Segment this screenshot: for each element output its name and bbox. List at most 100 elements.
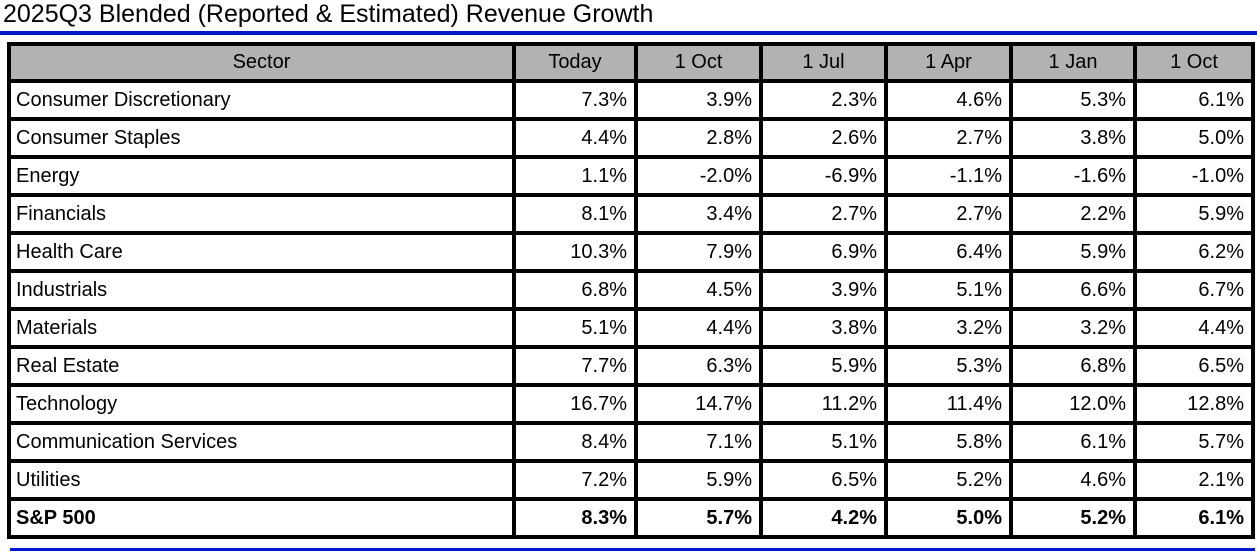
value-cell: 8.3% (512, 497, 638, 539)
value-cell: 6.9% (759, 231, 888, 273)
table-row: Consumer Discretionary 7.3% 3.9% 2.3% 4.6% 5.… (7, 79, 1255, 121)
value-cell: 7.9% (634, 231, 763, 273)
sector-cell: Materials (7, 307, 516, 349)
value-cell: 5.9% (1009, 231, 1137, 273)
column-header-2: 1 Oct (634, 42, 763, 83)
value-cell: 2.2% (1009, 193, 1137, 235)
value-cell: 6.1% (1009, 421, 1137, 463)
value-cell: 7.3% (512, 79, 638, 121)
table-row: Financials 8.1% 3.4% 2.7% 2.7% 2.2% 5.9% (7, 193, 1255, 235)
value-cell: 5.1% (512, 307, 638, 349)
value-cell: 5.9% (634, 459, 763, 501)
table-row: S&P 500 8.3% 5.7% 4.2% 5.0% 5.2% 6.1% (7, 497, 1255, 539)
value-cell: 3.9% (634, 79, 763, 121)
value-cell: 5.9% (1133, 193, 1255, 235)
value-cell: 4.5% (634, 269, 763, 311)
value-cell: 6.1% (1133, 79, 1255, 121)
value-cell: 11.4% (884, 383, 1013, 425)
value-cell: 2.3% (759, 79, 888, 121)
value-cell: 2.1% (1133, 459, 1255, 501)
sector-cell: Energy (7, 155, 516, 197)
value-cell: 14.7% (634, 383, 763, 425)
value-cell: 2.7% (884, 117, 1013, 159)
value-cell: 1.1% (512, 155, 638, 197)
value-cell: 3.8% (759, 307, 888, 349)
value-cell: 2.6% (759, 117, 888, 159)
value-cell: -2.0% (634, 155, 763, 197)
value-cell: 5.7% (1133, 421, 1255, 463)
sector-cell: Real Estate (7, 345, 516, 387)
value-cell: 3.9% (759, 269, 888, 311)
column-header-0: Sector (7, 42, 516, 83)
sector-cell: Consumer Staples (7, 117, 516, 159)
value-cell: 11.2% (759, 383, 888, 425)
table-row: Technology 16.7% 14.7% 11.2% 11.4% 12.0% 12.8% (7, 383, 1255, 425)
table-row: Industrials 6.8% 4.5% 3.9% 5.1% 6.6% 6.7% (7, 269, 1255, 311)
column-header-1: Today (512, 42, 638, 83)
value-cell: 3.2% (884, 307, 1013, 349)
value-cell: 4.4% (1133, 307, 1255, 349)
value-cell: 4.2% (759, 497, 888, 539)
title-underline-rule (0, 31, 1257, 35)
revenue-growth-table: Sector Today 1 Oct 1 Jul 1 Apr 1 Jan 1 Oct Con… (7, 42, 1255, 539)
value-cell: 6.5% (1133, 345, 1255, 387)
value-cell: 6.8% (512, 269, 638, 311)
sector-cell: Technology (7, 383, 516, 425)
value-cell: -1.6% (1009, 155, 1137, 197)
value-cell: 8.1% (512, 193, 638, 235)
column-header-6: 1 Oct (1133, 42, 1255, 83)
value-cell: 5.3% (1009, 79, 1137, 121)
value-cell: 6.1% (1133, 497, 1255, 539)
value-cell: 5.0% (884, 497, 1013, 539)
sector-cell: S&P 500 (7, 497, 516, 539)
column-header-5: 1 Jan (1009, 42, 1137, 83)
value-cell: 5.1% (759, 421, 888, 463)
sector-cell: Communication Services (7, 421, 516, 463)
value-cell: 2.8% (634, 117, 763, 159)
table-body: Consumer Discretionary 7.3% 3.9% 2.3% 4.6% 5.… (7, 79, 1255, 539)
value-cell: 5.1% (884, 269, 1013, 311)
column-header-4: 1 Apr (884, 42, 1013, 83)
value-cell: 6.3% (634, 345, 763, 387)
value-cell: 2.7% (759, 193, 888, 235)
value-cell: 4.6% (1009, 459, 1137, 501)
value-cell: 5.2% (1009, 497, 1137, 539)
value-cell: 6.6% (1009, 269, 1137, 311)
table-row: Consumer Staples 4.4% 2.8% 2.6% 2.7% 3.8% 5.0% (7, 117, 1255, 159)
value-cell: 5.0% (1133, 117, 1255, 159)
sector-cell: Health Care (7, 231, 516, 273)
value-cell: 6.5% (759, 459, 888, 501)
sector-cell: Consumer Discretionary (7, 79, 516, 121)
sector-cell: Financials (7, 193, 516, 235)
value-cell: 6.2% (1133, 231, 1255, 273)
value-cell: 3.4% (634, 193, 763, 235)
value-cell: -6.9% (759, 155, 888, 197)
bottom-accent-rule (10, 548, 1255, 551)
value-cell: 12.0% (1009, 383, 1137, 425)
value-cell: 3.2% (1009, 307, 1137, 349)
value-cell: 4.4% (512, 117, 638, 159)
value-cell: 4.4% (634, 307, 763, 349)
value-cell: 6.4% (884, 231, 1013, 273)
page-title: 2025Q3 Blended (Reported & Estimated) Re… (3, 0, 654, 28)
sector-cell: Industrials (7, 269, 516, 311)
value-cell: 7.2% (512, 459, 638, 501)
value-cell: 6.7% (1133, 269, 1255, 311)
value-cell: 7.1% (634, 421, 763, 463)
value-cell: 7.7% (512, 345, 638, 387)
value-cell: 5.2% (884, 459, 1013, 501)
table-row: Energy 1.1% -2.0% -6.9% -1.1% -1.6% -1.0% (7, 155, 1255, 197)
table-row: Health Care 10.3% 7.9% 6.9% 6.4% 5.9% 6.2% (7, 231, 1255, 273)
value-cell: -1.0% (1133, 155, 1255, 197)
value-cell: 10.3% (512, 231, 638, 273)
value-cell: 5.7% (634, 497, 763, 539)
table-row: Materials 5.1% 4.4% 3.8% 3.2% 3.2% 4.4% (7, 307, 1255, 349)
value-cell: 8.4% (512, 421, 638, 463)
table-header-row: Sector Today 1 Oct 1 Jul 1 Apr 1 Jan 1 Oct (7, 42, 1255, 83)
value-cell: 5.8% (884, 421, 1013, 463)
column-header-3: 1 Jul (759, 42, 888, 83)
value-cell: 12.8% (1133, 383, 1255, 425)
table-row: Real Estate 7.7% 6.3% 5.9% 5.3% 6.8% 6.5% (7, 345, 1255, 387)
value-cell: 5.9% (759, 345, 888, 387)
